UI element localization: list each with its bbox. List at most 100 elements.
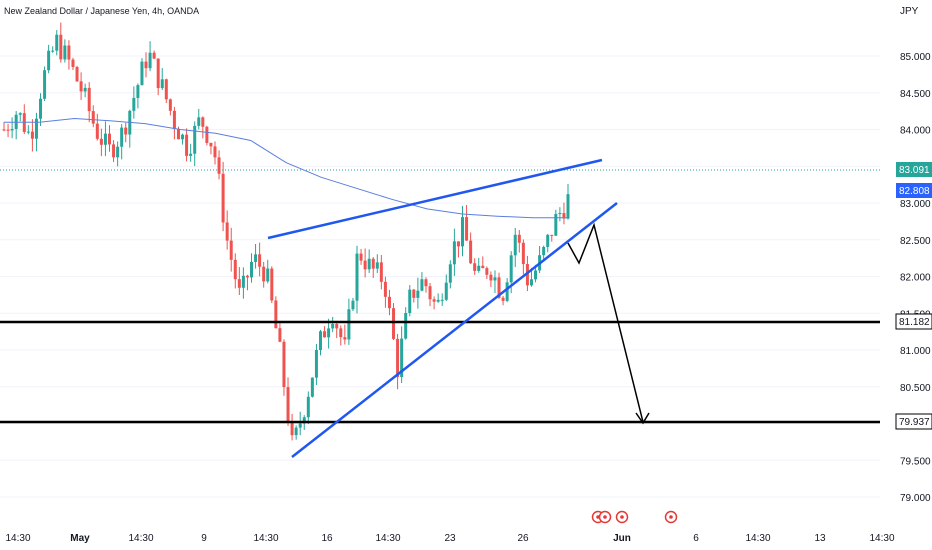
candle-body bbox=[144, 61, 148, 69]
moving-average-line bbox=[4, 117, 568, 219]
candle-body bbox=[432, 299, 436, 302]
y-tick-label: 80.500 bbox=[900, 383, 931, 394]
upper-trendline[interactable] bbox=[267, 158, 603, 240]
candle-body bbox=[152, 52, 156, 59]
x-tick-label: 26 bbox=[517, 533, 529, 544]
candle-body bbox=[554, 214, 558, 236]
candle-body bbox=[43, 70, 47, 99]
candle-body bbox=[274, 300, 278, 329]
candle-body bbox=[428, 286, 432, 300]
candle-body bbox=[562, 213, 566, 219]
economic-events[interactable] bbox=[591, 510, 678, 524]
candle-body bbox=[172, 110, 176, 129]
candle-body bbox=[558, 213, 562, 215]
candle-body bbox=[213, 146, 217, 158]
candle-body bbox=[185, 134, 189, 156]
x-tick-label: 16 bbox=[321, 533, 333, 544]
candle-body bbox=[473, 263, 477, 271]
candle-body bbox=[266, 268, 270, 282]
last-price-tag: 83.091 bbox=[896, 162, 932, 177]
candle-body bbox=[83, 87, 87, 92]
candle-body bbox=[318, 331, 322, 351]
candle-body bbox=[63, 45, 67, 60]
candle-body bbox=[371, 258, 375, 269]
candle-body bbox=[404, 313, 408, 339]
candle-body bbox=[392, 308, 396, 339]
candle-body bbox=[355, 253, 359, 301]
last-price-value: 83.091 bbox=[899, 165, 930, 176]
candle-body bbox=[132, 97, 136, 111]
candle-body bbox=[412, 289, 416, 298]
candle-body bbox=[424, 279, 428, 287]
candle-body bbox=[221, 173, 225, 223]
x-tick-label: 14:30 bbox=[5, 533, 30, 544]
y-tick-label: 85.000 bbox=[900, 52, 931, 63]
candle-body bbox=[176, 128, 180, 140]
candle-body bbox=[546, 234, 550, 247]
candle-body bbox=[148, 52, 152, 69]
candle-body bbox=[209, 142, 213, 147]
candle-body bbox=[193, 125, 197, 154]
candle-body bbox=[461, 217, 465, 247]
candle-body bbox=[136, 85, 140, 98]
y-tick-label: 79.000 bbox=[900, 493, 931, 504]
candle-body bbox=[71, 59, 75, 68]
candle-body bbox=[343, 337, 347, 340]
candle-body bbox=[164, 79, 168, 100]
candle-body bbox=[513, 234, 517, 256]
candle-body bbox=[440, 299, 444, 301]
candle-body bbox=[477, 265, 481, 271]
time-axis[interactable]: 14:30 May 14:30 9 14:30 16 14:30 23 26 Jun 6 14:30 1… bbox=[5, 533, 894, 544]
candle-body bbox=[339, 328, 343, 338]
candle-body bbox=[124, 127, 128, 135]
candle-body bbox=[99, 138, 103, 145]
y-tick-label: 79.500 bbox=[900, 456, 931, 467]
candle-body bbox=[189, 153, 193, 156]
x-tick-label: 14:30 bbox=[375, 533, 400, 544]
candle-body bbox=[290, 421, 294, 436]
candle-body bbox=[237, 279, 241, 288]
candle-body bbox=[278, 328, 282, 342]
candle-body bbox=[347, 309, 351, 340]
candle-body bbox=[262, 266, 266, 282]
level-value-1: 81.182 bbox=[899, 317, 930, 328]
symbol-title: New Zealand Dollar / Japanese Yen, 4h, O… bbox=[4, 6, 199, 16]
candle-body bbox=[400, 338, 404, 378]
candle-body bbox=[286, 387, 290, 422]
candle-body bbox=[525, 264, 529, 286]
candle-body bbox=[59, 34, 63, 60]
x-tick-label: 14:30 bbox=[128, 533, 153, 544]
candle-body bbox=[485, 268, 489, 275]
candle-body bbox=[87, 87, 91, 112]
candle-body bbox=[363, 260, 367, 270]
x-tick-label: 6 bbox=[693, 533, 699, 544]
candle-body bbox=[258, 254, 262, 267]
candle-body bbox=[6, 129, 10, 131]
candle-body bbox=[120, 127, 124, 147]
candle-body bbox=[529, 279, 533, 286]
candle-body bbox=[550, 234, 554, 236]
candle-body bbox=[387, 296, 391, 309]
candle-body bbox=[47, 50, 51, 71]
candle-body bbox=[351, 300, 355, 310]
candle-body bbox=[197, 117, 201, 126]
x-tick-label: May bbox=[70, 533, 90, 544]
x-tick-label: 9 bbox=[201, 533, 207, 544]
candle-body bbox=[310, 377, 314, 397]
candle-body bbox=[103, 133, 107, 145]
projection-path[interactable] bbox=[567, 222, 644, 423]
event-icon-dot bbox=[620, 515, 624, 519]
candle-body bbox=[39, 98, 43, 119]
lower-trendline[interactable] bbox=[291, 202, 618, 458]
x-tick-label: 14:30 bbox=[745, 533, 770, 544]
candle-body bbox=[501, 297, 505, 301]
y-tick-label: 81.000 bbox=[900, 346, 931, 357]
candle-body bbox=[489, 274, 493, 281]
candle-body bbox=[116, 146, 120, 158]
candle-body bbox=[75, 67, 79, 82]
candle-body bbox=[55, 34, 59, 51]
candle-body bbox=[245, 275, 249, 278]
level-tag-2: 79.937 bbox=[895, 413, 932, 430]
candle-body bbox=[306, 396, 310, 418]
